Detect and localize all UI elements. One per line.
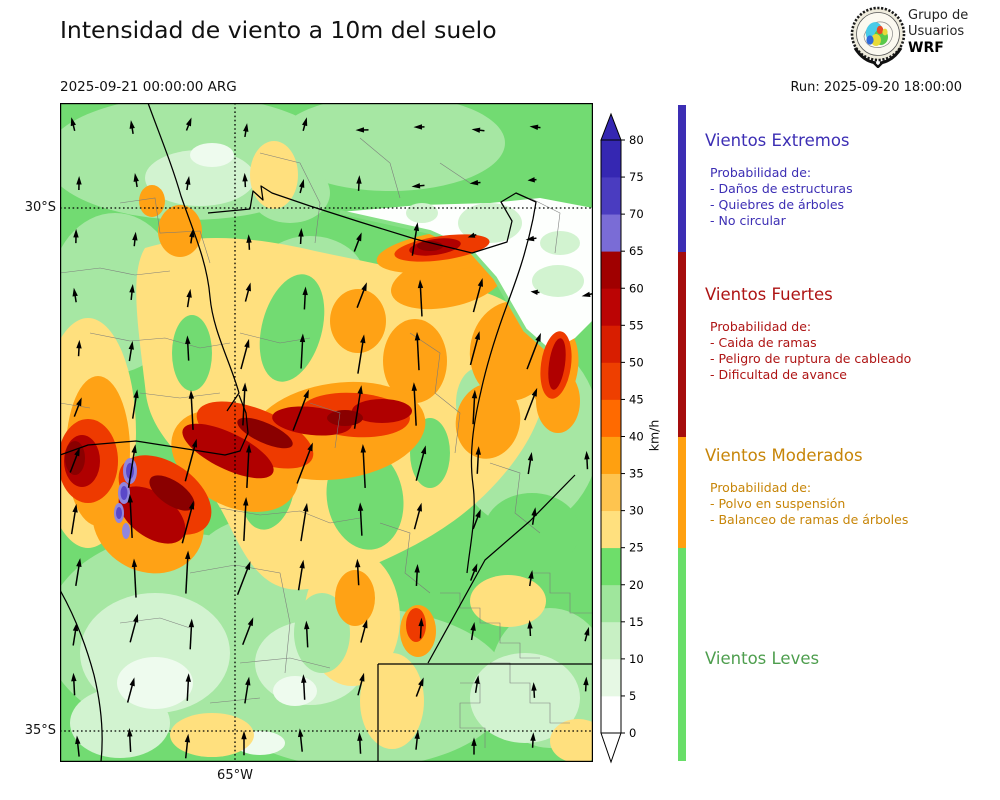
- legend-title-extremos: Vientos Extremos: [705, 131, 850, 150]
- legend-intro: Probabilidad de:: [710, 480, 812, 495]
- wind-vector-arrows: [69, 117, 593, 759]
- logo-line3: WRF: [908, 40, 944, 56]
- colorbar-unit-label: km/h: [646, 419, 662, 452]
- logo-line1: Grupo de: [908, 8, 969, 23]
- department-borders: [59, 137, 593, 748]
- legend-section-fuertes: Vientos Fuertes Probabilidad de: - Caida…: [705, 285, 993, 383]
- svg-text:55: 55: [629, 318, 644, 332]
- strip-leves: [678, 548, 686, 761]
- legend-body-extremos: Probabilidad de: - Daños de estructuras …: [710, 165, 993, 229]
- legend-body-moderados: Probabilidad de: - Polvo en suspensión -…: [710, 480, 993, 528]
- legend-title-leves: Vientos Leves: [705, 649, 820, 668]
- run-time-label: Run: 2025-09-20 18:00:00: [790, 80, 962, 95]
- colorbar: 0 5 10 15 20 25 30 35 40 45 50 55 60 65 70 75 80: [598, 110, 668, 772]
- svg-text:15: 15: [629, 615, 644, 629]
- strip-moderados: [678, 437, 686, 548]
- svg-text:45: 45: [629, 392, 644, 406]
- wind-intensity-map: [40, 95, 610, 768]
- svg-text:20: 20: [629, 578, 644, 592]
- svg-text:25: 25: [629, 541, 644, 555]
- legend-intro: Probabilidad de:: [710, 165, 812, 180]
- legend-section-leves: Vientos Leves: [705, 649, 993, 668]
- svg-text:75: 75: [629, 170, 644, 184]
- lat-label-30s: 30°S: [24, 200, 56, 215]
- legend-item: - Dificultad de avance: [710, 367, 847, 382]
- legend-item: - No circular: [710, 213, 786, 228]
- legend-section-moderados: Vientos Moderados Probabilidad de: - Pol…: [705, 446, 993, 528]
- legend-section-extremos: Vientos Extremos Probabilidad de: - Daño…: [705, 131, 993, 229]
- wrf-users-group-logo: Grupo de Usuarios WRF: [850, 6, 1000, 69]
- map-border: [60, 103, 593, 762]
- strip-extremos: [678, 105, 686, 252]
- legend-item: - Daños de estructuras: [710, 181, 853, 196]
- logo-text: Grupo de Usuarios WRF: [908, 8, 968, 56]
- legend-item: - Polvo en suspensión: [710, 496, 846, 511]
- page-title: Intensidad de viento a 10m del suelo: [60, 16, 497, 44]
- light-wind-areas: [45, 95, 610, 768]
- legend-title-moderados: Vientos Moderados: [705, 446, 863, 465]
- svg-text:65: 65: [629, 244, 644, 258]
- svg-text:60: 60: [629, 281, 644, 295]
- legend-body-fuertes: Probabilidad de: - Caida de ramas - Peli…: [710, 319, 993, 383]
- svg-text:50: 50: [629, 355, 644, 369]
- legend-item: - Balanceo de ramas de árboles: [710, 512, 909, 527]
- legend-item: - Quiebres de árboles: [710, 197, 845, 212]
- logo-emblem-icon: [850, 6, 906, 69]
- legend-title-fuertes: Vientos Fuertes: [705, 285, 833, 304]
- legend-intro: Probabilidad de:: [710, 319, 812, 334]
- svg-text:10: 10: [629, 652, 644, 666]
- svg-text:0: 0: [629, 726, 636, 740]
- svg-text:40: 40: [629, 430, 644, 444]
- svg-text:5: 5: [629, 689, 636, 703]
- svg-text:70: 70: [629, 207, 644, 221]
- strip-fuertes: [678, 252, 686, 437]
- svg-text:35: 35: [629, 467, 644, 481]
- lon-label-65w: 65°W: [217, 768, 253, 783]
- province-borders: [59, 102, 593, 763]
- legend-item: - Peligro de ruptura de cableado: [710, 351, 912, 366]
- graticule-lines: [60, 103, 593, 762]
- logo-line2: Usuarios: [908, 24, 965, 39]
- very-strong-wind-areas: [58, 234, 572, 642]
- legend-item: - Caida de ramas: [710, 335, 817, 350]
- lat-label-35s: 35°S: [24, 723, 56, 738]
- svg-text:30: 30: [629, 504, 644, 518]
- wind-field-plot: [40, 95, 610, 768]
- valid-time-label: 2025-09-21 00:00:00 ARG: [60, 79, 237, 95]
- colorbar-scale: 0 5 10 15 20 25 30 35 40 45 50 55 60 65 70 75 80: [600, 112, 644, 764]
- svg-text:80: 80: [629, 133, 644, 147]
